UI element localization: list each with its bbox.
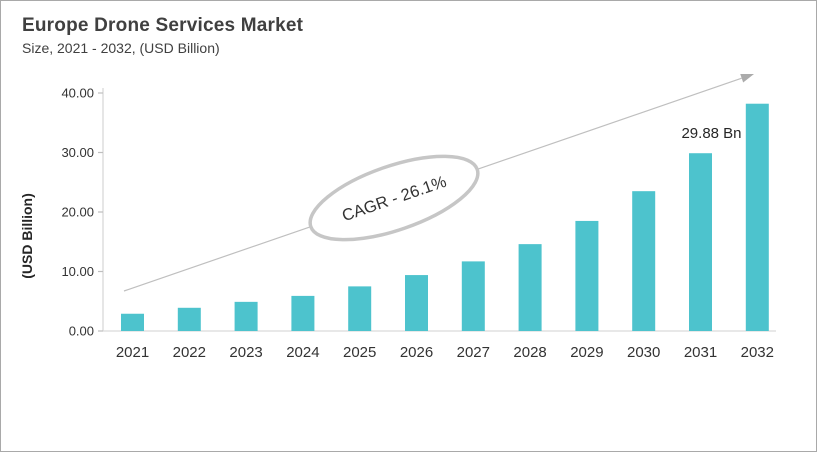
bar-2025 [348,286,372,331]
bar-2032 [745,103,769,332]
x-tick-label-2023: 2023 [229,344,262,361]
x-tick-label-2029: 2029 [570,344,603,361]
value-label: 29.88 Bn [681,125,741,142]
bar-2028 [518,244,542,331]
bar-2024 [291,295,315,331]
x-tick-label-2027: 2027 [457,344,490,361]
bar-2027 [461,261,485,331]
x-tick-label-2021: 2021 [116,344,149,361]
bar-2030 [632,191,656,331]
cagr-ellipse [308,154,480,242]
bar-2021 [121,313,144,331]
bar-2022 [177,307,201,331]
y-tick-label: 30.00 [61,145,94,160]
y-tick-label: 40.00 [61,86,94,101]
chart-subtitle: Size, 2021 - 2032, (USD Billion) [22,40,220,56]
bar-2023 [234,301,258,331]
bar-2031 [689,153,712,331]
x-tick-label-2024: 2024 [286,344,319,361]
bar-2026 [405,275,428,331]
y-axis-title: (USD Billion) [19,193,35,279]
y-tick-label: 0.00 [69,324,94,339]
x-tick-label-2026: 2026 [400,344,433,361]
chart-header: Europe Drone Services Market Size, 2021 … [22,15,303,56]
x-tick-label-2032: 2032 [741,344,774,361]
x-tick-label-2025: 2025 [343,344,376,361]
x-tick-label-2030: 2030 [627,344,660,361]
x-tick-label-2022: 2022 [173,344,206,361]
x-tick-label-2031: 2031 [684,344,717,361]
bar-2029 [575,220,599,331]
y-tick-label: 10.00 [61,264,94,279]
chart-title: Europe Drone Services Market [22,15,304,36]
x-tick-label-2028: 2028 [513,344,546,361]
y-tick-label: 20.00 [61,205,94,220]
trend-arrowhead [740,73,754,83]
